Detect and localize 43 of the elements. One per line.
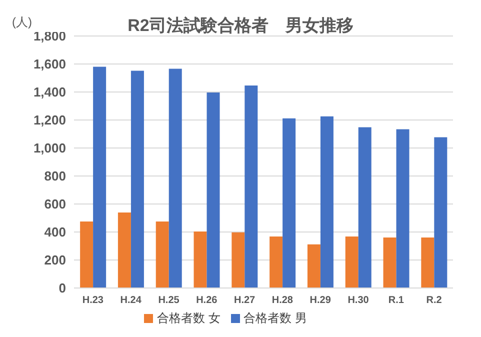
x-tick-label: R.2: [426, 295, 442, 306]
bar: [307, 244, 320, 288]
x-tick-label: R.1: [388, 295, 404, 306]
x-tick-label: H.28: [272, 295, 294, 306]
bar: [130, 70, 144, 288]
bar: [93, 66, 106, 288]
bar: [396, 129, 410, 288]
bar: [118, 212, 131, 288]
x-tick-label: H.30: [348, 295, 370, 306]
chart-title: R2司法試験合格者 男女推移: [128, 16, 354, 35]
bar: [383, 237, 396, 288]
bar: [345, 236, 358, 288]
y-tick-label: 0: [58, 280, 66, 296]
bar: [434, 137, 448, 288]
y-tick-label: 1,000: [33, 140, 66, 156]
x-tick-label: H.27: [234, 295, 256, 306]
bar: [80, 222, 94, 288]
bar: [270, 236, 283, 288]
y-tick-label: 200: [44, 252, 66, 268]
y-tick-label: 600: [44, 196, 66, 212]
bar: [156, 222, 169, 288]
x-tick-label: H.23: [82, 295, 104, 306]
y-tick-label: 400: [44, 224, 66, 240]
bar: [194, 231, 207, 288]
bar: [421, 237, 434, 288]
bar: [320, 116, 334, 288]
bar: [206, 92, 220, 288]
y-tick-label: 1,200: [33, 112, 66, 128]
y-axis-title: (人): [12, 14, 32, 31]
legend-label: 合格者数 女: [157, 311, 220, 325]
bar: [168, 68, 182, 288]
x-tick-label: H.29: [310, 295, 332, 306]
bar: [244, 86, 258, 288]
x-tick-label: H.24: [120, 295, 142, 306]
bar: [358, 127, 372, 288]
bar: [282, 118, 296, 288]
bar: [232, 232, 245, 288]
legend-label: 合格者数 男: [244, 311, 307, 325]
x-tick-label: H.26: [196, 295, 218, 306]
y-tick-label: 1,600: [33, 56, 66, 72]
y-tick-label: 1,400: [33, 84, 66, 100]
y-tick-label: 800: [44, 168, 66, 184]
x-tick-label: H.25: [158, 295, 180, 306]
